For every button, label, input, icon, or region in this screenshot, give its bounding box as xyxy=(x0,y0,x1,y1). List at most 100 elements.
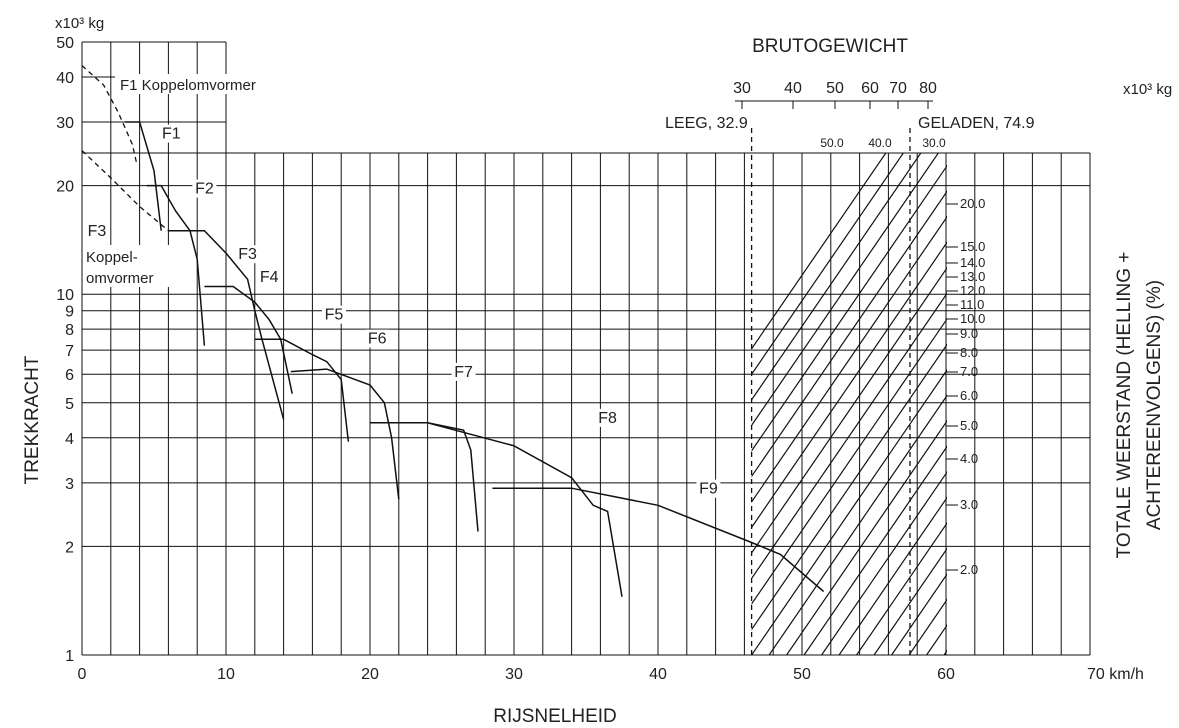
resistance-label: 10.0 xyxy=(960,311,985,326)
gear-label-bg xyxy=(451,362,476,381)
resistance-line xyxy=(751,153,887,350)
gear-label-bg xyxy=(322,305,346,324)
resistance-label: 11.0 xyxy=(960,297,984,312)
y-tick-label: 9 xyxy=(65,304,74,321)
grid xyxy=(81,41,1091,656)
resistance-label: 6.0 xyxy=(960,388,978,403)
gear-label-bg xyxy=(365,329,390,348)
resistance-line xyxy=(821,471,947,655)
resistance-line xyxy=(751,241,947,529)
x-tick-label: 60 xyxy=(937,666,955,683)
weight-scale-title: BRUTOGEWICHT xyxy=(752,36,908,57)
gear-label-bg xyxy=(235,245,260,264)
resistance-label: 2.0 xyxy=(960,562,978,577)
right-axis-title-line1: TOTALE WEERSTAND (HELLING + xyxy=(1114,252,1135,559)
converter-label-f3-line2: omvormer xyxy=(86,270,154,287)
resistance-top-label: 50.0 xyxy=(820,136,844,150)
gear-label-bg xyxy=(257,268,282,287)
diag-group xyxy=(751,109,1179,655)
gear-label-f6: F6 xyxy=(368,331,387,348)
y-tick-label: 5 xyxy=(65,396,74,413)
resistance-line xyxy=(751,215,947,503)
right-axis-title-line2: ACHTEREENVOLGENS) (%) xyxy=(1144,280,1165,530)
weight-scale-tick-label: 40 xyxy=(784,80,802,97)
resistance-line xyxy=(1172,109,1179,655)
y-tick-label: 4 xyxy=(65,431,74,448)
weight-scale-tick-label: 80 xyxy=(919,80,937,97)
y-tick-label: 20 xyxy=(56,179,74,196)
resistance-label: 13.0 xyxy=(960,269,985,284)
x-tick-label: 10 xyxy=(217,666,235,683)
resistance-line xyxy=(751,317,947,606)
resistance-line xyxy=(751,153,922,401)
y-tick-label: 2 xyxy=(65,539,74,556)
y-tick-label: 10 xyxy=(56,287,74,304)
weight-scale-tick-label: 70 xyxy=(889,80,907,97)
resistance-label: 15.0 xyxy=(960,239,985,254)
x-tick-label: 0 xyxy=(78,666,87,683)
gear-label-f8: F8 xyxy=(598,410,617,427)
resistance-lines xyxy=(750,109,1179,655)
converter-label-bg xyxy=(115,74,290,94)
resistance-line xyxy=(751,343,947,631)
resistance-label: 7.0 xyxy=(960,364,978,379)
converter-curve-f3 xyxy=(81,150,169,232)
x-axis-title: RIJSNELHEID xyxy=(493,706,617,727)
curve-f7 xyxy=(370,422,479,532)
resistance-line xyxy=(751,164,947,452)
gear-label-f2: F2 xyxy=(195,181,214,198)
x-tick-label: 20 xyxy=(361,666,379,683)
resistance-top-label: 40.0 xyxy=(868,136,892,150)
resistance-label: 20.0 xyxy=(960,196,985,211)
converter-label-f3-bg xyxy=(84,245,172,287)
resistance-line xyxy=(838,496,947,655)
y-tick-label: 40 xyxy=(56,70,74,87)
y-tick-label: 6 xyxy=(65,367,74,384)
resistance-line xyxy=(751,153,905,376)
resistance-label: 4.0 xyxy=(960,451,978,466)
gear-label-f1: F1 xyxy=(162,126,181,143)
x-tick-label: 70 km/h xyxy=(1087,666,1144,683)
resistance-line xyxy=(891,573,947,655)
gear-label-f3: F3 xyxy=(238,246,257,263)
weight-scale-tick-label: 60 xyxy=(861,80,879,97)
weight-scale-unit: x10³ kg xyxy=(1123,81,1172,98)
resistance-label: 8.0 xyxy=(960,345,978,360)
y-tick-label: 7 xyxy=(65,343,74,360)
curve-f1 xyxy=(125,121,162,231)
loaded-weight-label: GELADEN, 74.9 xyxy=(918,115,1035,132)
resistance-label: 12.0 xyxy=(960,283,985,298)
curve-f9 xyxy=(492,487,825,593)
resistance-line xyxy=(751,292,947,580)
y-tick-label: 30 xyxy=(56,115,74,132)
resistance-label: 3.0 xyxy=(960,497,978,512)
converter-label-f1: F1 Koppelomvormer xyxy=(120,77,256,94)
resistance-line xyxy=(803,445,947,655)
resistance-line xyxy=(751,266,947,554)
y-tick-label: 8 xyxy=(65,322,74,339)
curve-f8 xyxy=(427,422,623,597)
converter-label-f3-line1: Koppel- xyxy=(86,249,138,266)
converter-curve-f1 xyxy=(81,65,138,164)
resistance-line xyxy=(751,190,947,478)
x-tick-label: 30 xyxy=(505,666,523,683)
gear-label-f4: F4 xyxy=(260,269,279,286)
y-tick-label: 1 xyxy=(65,648,74,665)
resistance-label: 14.0 xyxy=(960,255,985,270)
resistance-line xyxy=(751,153,940,427)
x-tick-label: 50 xyxy=(793,666,811,683)
gear-label-f7: F7 xyxy=(454,364,473,381)
resistance-top-label: 30.0 xyxy=(922,136,946,150)
resistance-line xyxy=(856,522,947,655)
y-axis-unit: x10³ kg xyxy=(55,15,104,32)
gear-curves xyxy=(81,65,825,597)
resistance-line xyxy=(786,420,947,655)
gear-label-f9: F9 xyxy=(699,481,718,498)
y-tick-label: 3 xyxy=(65,476,74,493)
gear-label-bg xyxy=(595,408,620,427)
curve-f5 xyxy=(254,338,350,442)
curve-f6 xyxy=(290,368,400,500)
x-tick-label: 40 xyxy=(649,666,667,683)
